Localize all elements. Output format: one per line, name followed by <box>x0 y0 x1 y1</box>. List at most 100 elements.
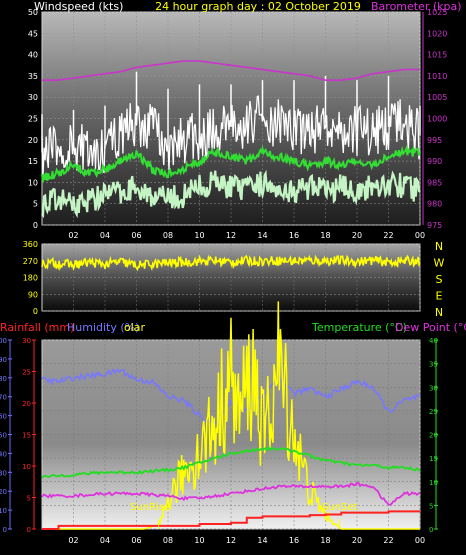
direction-tick-label: 360 <box>23 240 38 249</box>
windspeed-tick-label: 35 <box>28 72 38 81</box>
humidity-label: Humidity (%) <box>67 321 139 334</box>
rainfall-tick-label: 20 <box>22 400 31 408</box>
windspeed-tick-label: 10 <box>28 178 38 187</box>
direction-tick-label: 0 <box>33 307 38 316</box>
wind-time-tick-label: 00 <box>415 231 425 240</box>
barometer-tick-label: 980 <box>427 200 442 209</box>
temperature-time-tick-label: 00 <box>415 536 425 545</box>
temperature-tick-label: 5 <box>429 502 433 510</box>
compass-letter: S <box>436 273 443 286</box>
windspeed-tick-label: 20 <box>28 136 38 145</box>
solar-label: olar <box>124 321 146 334</box>
sunset-label: SunSet <box>322 502 358 513</box>
direction-axis: 0 90 180 270 360 <box>23 240 38 316</box>
barometer-axis: 975 980 985 990 995 1000 1005 1010 1015 1020 1025 <box>422 8 447 230</box>
temperature-axis: 0 5 10 15 20 25 30 35 40 <box>429 337 438 534</box>
humidity-axis: 0 10 20 30 40 50 60 70 80 90 100 <box>0 337 12 534</box>
rainfall-series <box>42 510 420 530</box>
wind-time-tick-label: 22 <box>383 231 393 240</box>
temperature-label: Temperature (°C) <box>311 321 407 334</box>
rainfall-tick-label: 10 <box>22 463 31 471</box>
temperature-tick-label: 10 <box>429 479 438 487</box>
temperature-time-tick-label: 02 <box>68 536 78 545</box>
barometer-series <box>42 60 420 81</box>
rainfall-tick-label: 25 <box>22 369 31 377</box>
windspeed-axis-label: Windspeed (kts) <box>34 0 123 13</box>
temperature-tick-label: 35 <box>429 361 438 369</box>
direction-tick-label: 90 <box>28 290 38 299</box>
humidity-tick-label: 80 <box>0 375 7 383</box>
humidity-tick-label: 60 <box>0 413 7 421</box>
rainfall-tick-label: 5 <box>27 495 31 503</box>
barometer-tick-label: 975 <box>427 221 442 230</box>
wind-time-tick-label: 08 <box>163 231 173 240</box>
temperature-time-tick-label: 04 <box>100 536 110 545</box>
humidity-tick-label: 20 <box>0 488 7 496</box>
windspeed-tick-label: 0 <box>33 221 38 230</box>
compass-letter: E <box>436 290 443 303</box>
temperature-series <box>41 445 421 479</box>
temperature-time-tick-label: 08 <box>163 536 173 545</box>
barometer-tick-label: 1020 <box>427 29 447 38</box>
temperature-time-tick-label: 14 <box>257 536 267 545</box>
windspeed-tick-label: 15 <box>28 157 38 166</box>
barometer-tick-label: 1025 <box>427 8 447 17</box>
temperature-time-tick-label: 10 <box>194 536 204 545</box>
temperature-tick-label: 20 <box>429 432 438 440</box>
temperature-time-tick-label: 12 <box>226 536 236 545</box>
windspeed-tick-label: 50 <box>28 8 38 17</box>
temperature-time-tick-label: 20 <box>352 536 362 545</box>
temperature-tick-label: 0 <box>429 526 433 534</box>
humidity-tick-label: 10 <box>0 507 7 515</box>
wind-average-series <box>41 144 421 182</box>
rainfall-tick-label: 15 <box>22 432 31 440</box>
windspeed-axis: 0 5 10 15 20 25 30 35 40 45 50 <box>28 8 38 230</box>
solar-series <box>42 301 420 530</box>
humidity-tick-label: 70 <box>0 394 7 402</box>
windspeed-tick-label: 40 <box>28 51 38 60</box>
temperature-time-axis: 02 04 06 08 10 12 14 16 18 20 22 00 <box>68 536 425 545</box>
wind-time-tick-label: 06 <box>131 231 141 240</box>
wind-time-tick-label: 04 <box>100 231 110 240</box>
humidity-tick-label: 0 <box>3 526 7 534</box>
temperature-tick-label: 40 <box>429 337 438 345</box>
direction-grid <box>42 243 421 312</box>
humidity-tick-label: 100 <box>0 337 7 345</box>
barometer-tick-label: 990 <box>427 157 442 166</box>
barometer-tick-label: 1010 <box>427 72 447 81</box>
wind-direction-series <box>41 254 421 272</box>
wind-lull-series <box>41 169 421 219</box>
windspeed-tick-label: 45 <box>28 29 38 38</box>
direction-series-layer <box>41 254 421 272</box>
temperature-time-tick-label: 18 <box>320 536 330 545</box>
rainfall-tick-label: 0 <box>27 526 31 534</box>
wind-time-tick-label: 12 <box>226 231 236 240</box>
compass-letter: N <box>435 306 443 319</box>
temperature-time-tick-label: 16 <box>289 536 299 545</box>
barometer-axis-label: Barometer (kpa) <box>371 0 462 13</box>
temperature-time-tick-label: 06 <box>131 536 141 545</box>
temperature-series-layer <box>41 301 421 530</box>
wind-time-tick-label: 20 <box>352 231 362 240</box>
dew-point-series <box>41 481 421 506</box>
barometer-tick-label: 1000 <box>427 115 447 124</box>
windspeed-tick-label: 25 <box>28 115 38 124</box>
wind-time-tick-label: 18 <box>320 231 330 240</box>
wind-time-tick-label: 10 <box>194 231 204 240</box>
windspeed-tick-label: 5 <box>33 200 38 209</box>
compass-letter: W <box>434 257 445 270</box>
humidity-tick-label: 30 <box>0 469 7 477</box>
humidity-tick-label: 40 <box>0 450 7 458</box>
wind-time-tick-label: 16 <box>289 231 299 240</box>
chart-title: 24 hour graph day : 02 October 2019 <box>155 0 361 13</box>
rainfall-tick-label: 30 <box>22 337 31 345</box>
barometer-tick-label: 1015 <box>427 51 447 60</box>
direction-tick-label: 180 <box>23 274 38 283</box>
barometer-tick-label: 985 <box>427 178 442 187</box>
wind-series-layer <box>41 60 421 219</box>
